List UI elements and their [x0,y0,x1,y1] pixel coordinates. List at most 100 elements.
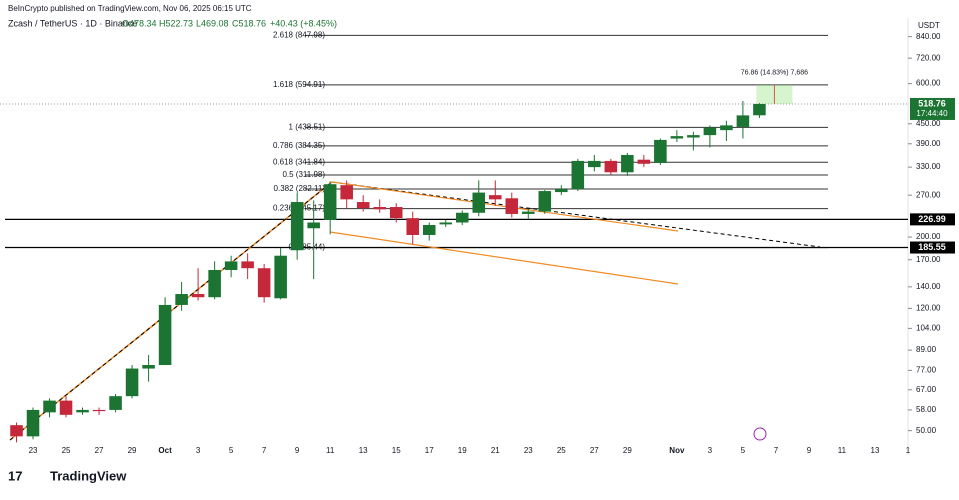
candle-body [720,125,733,131]
candle-body [109,396,122,410]
candle-body [703,127,717,136]
y-tick-label: 58.00 [916,405,937,414]
y-axis-title: USDT [918,21,940,30]
y-tick-label: 120.00 [916,304,941,313]
y-tick-label: 140.00 [916,282,941,291]
x-tick-label: 23 [29,446,38,455]
candle-body [175,294,188,305]
candle-body [588,160,601,168]
channel-line [329,231,679,285]
footer-logo-icon: 17 [8,468,22,483]
candle-body [621,154,634,173]
candle-body [488,195,502,200]
y-tick-label: 67.00 [916,385,937,394]
candle-body [76,409,89,413]
x-tick-label: Nov [669,446,685,455]
price-label: 185.55 [918,242,946,252]
x-tick-label: 11 [838,446,847,455]
candle-body [538,191,552,212]
y-tick-label: 200.00 [916,232,941,241]
publisher: BeInCrypto published on TradingView.com,… [8,4,252,13]
candle-body [505,198,519,214]
y-tick-label: 170.00 [916,255,941,264]
fib-label: 1 (438.51) [289,123,326,132]
y-tick-label: 450.00 [916,119,941,128]
x-tick-label: 3 [196,446,201,455]
x-tick-label: 9 [295,446,300,455]
candle-body [241,261,254,269]
candle-body [522,211,535,214]
candle-body [26,409,40,437]
ohlc-low: L469.08 [196,18,229,28]
x-tick-label: 27 [590,446,599,455]
y-tick-label: 600.00 [916,79,941,88]
candle-body [406,218,420,235]
symbol: Zcash / TetherUS · 1D · Binance [8,18,137,28]
candle-body [125,368,139,397]
y-tick-label: 89.00 [916,345,937,354]
x-tick-label: 13 [871,446,880,455]
ohlc-open: O478.34 [122,18,157,28]
candle-body [142,365,155,369]
candle-body [290,202,304,251]
fib-label: 0.5 (311.98) [282,170,325,179]
candle-body [637,159,651,164]
x-tick-label: 25 [62,446,71,455]
x-tick-label: 11 [326,446,335,455]
footer-logo: TradingView [50,468,127,483]
last-price-label: 518.76 [918,98,946,108]
y-tick-label: 840.00 [916,32,941,41]
channel-line [331,181,679,232]
fib-label: 2.618 (847.98) [273,30,325,39]
candle-body [10,425,23,437]
x-tick-label: 13 [359,446,368,455]
price-label-box [910,213,955,226]
candle-body [92,409,106,412]
candle-body [604,160,618,173]
x-tick-label: 29 [128,446,137,455]
x-tick-label: 1 [906,446,911,455]
x-tick-label: 27 [95,446,104,455]
candle-body [191,294,205,298]
candle-body [555,189,568,193]
candle-body [439,222,453,225]
candle-body [158,304,172,366]
candle-body [654,139,667,163]
x-tick-label: 9 [807,446,812,455]
y-tick-label: 390.00 [916,139,941,148]
candle-body [753,103,766,116]
price-label: 226.99 [918,214,946,224]
x-tick-label: 5 [229,446,234,455]
x-tick-label: 25 [557,446,566,455]
x-tick-label: 23 [524,446,533,455]
x-tick-label: 29 [623,446,632,455]
candle-body [356,202,370,209]
y-tick-label: 720.00 [916,53,941,62]
candle-body [422,225,436,235]
candle-body [59,400,73,415]
candle-body [389,207,403,219]
candle-body [224,261,238,270]
candle-body [274,255,287,299]
candle-body [43,400,56,413]
candle-body [373,207,386,210]
y-tick-label: 270.00 [916,190,941,199]
candle-body [687,135,700,138]
y-tick-label: 50.00 [916,426,937,435]
candle-body [736,115,750,127]
fib-label: 0.618 (341.84) [273,157,325,166]
x-tick-label: 7 [774,446,779,455]
candle-body [307,222,320,229]
ohlc-close: C518.76 [232,18,266,28]
candle-body [340,185,353,200]
x-tick-label: 17 [425,446,434,455]
fib-label: 0.786 (384.35) [273,141,325,150]
x-tick-label: 19 [458,446,467,455]
countdown-label: 17:44:40 [916,109,948,118]
fib-label: 1.618 (594.91) [273,80,325,89]
event-icon [753,427,767,441]
candle-body [455,212,469,223]
x-tick-label: 21 [491,446,500,455]
candle-body [472,192,486,213]
